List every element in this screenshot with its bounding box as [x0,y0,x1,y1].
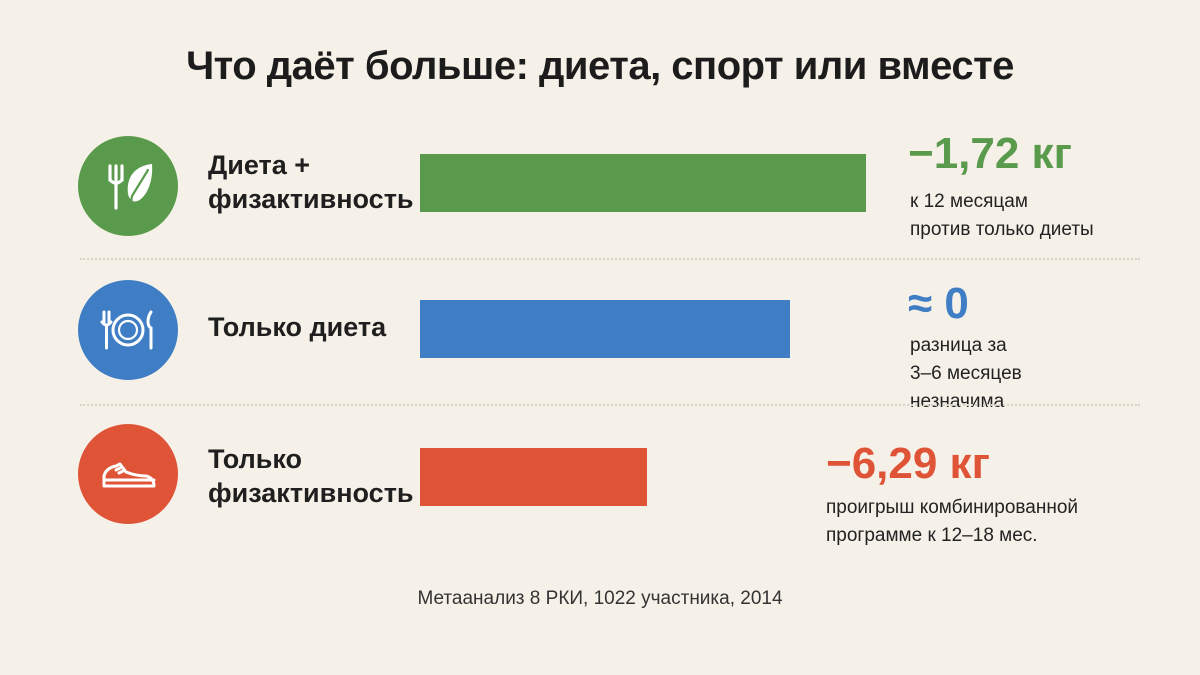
diet-only-icon-badge [78,280,178,380]
row-label: Только физактивность [208,442,414,510]
row-label-line: Только [208,444,303,474]
fork-leaf-icon [108,164,153,210]
diet-activity-icon-badge [78,136,178,236]
note-diet-only: разница за 3–6 месяцев незначима [910,332,1022,416]
value-activity-only: −6,29 кг [826,439,990,488]
bar-activity-only [420,448,647,506]
row-label-line: физактивность [208,478,414,508]
bar-diet-plus-activity [420,154,866,212]
row-label-line: Диета + [208,150,311,180]
chart-title: Что даёт больше: диета, спорт или вместе [186,44,1014,88]
value-diet-plus-activity: −1,72 кг [908,129,1072,178]
source-note: Метаанализ 8 РКИ, 1022 участника, 2014 [417,588,783,609]
note-line: незначима [910,391,1005,412]
note-diet-plus-activity: к 12 месяцам против только диеты [910,188,1094,244]
note-line: программе к 12–18 мес. [826,525,1038,546]
row-label-line: физактивность [208,184,414,214]
note-activity-only: проигрыш комбинированной программе к 12–… [826,494,1078,550]
note-line: 3–6 месяцев [910,363,1022,384]
bar-diet-only [420,300,790,358]
row-divider [80,404,1140,406]
row-label: Только диета [208,310,386,344]
activity-only-icon-badge [78,424,178,524]
note-line: разница за [910,335,1007,356]
row-divider [80,258,1140,260]
note-line: против только диеты [910,219,1094,240]
row-activity-only: Только физактивность −6,29 кг проигрыш к… [0,410,1200,550]
row-label: Диета + физактивность [208,148,414,216]
row-diet-only: Только диета ≈ 0 разница за 3–6 месяцев … [0,262,1200,412]
plate-fork-knife-icon [100,310,153,350]
note-line: к 12 месяцам [910,191,1028,212]
sneaker-icon [102,462,156,488]
row-diet-plus-activity: Диета + физактивность −1,72 кг к 12 меся… [0,114,1200,254]
note-line: проигрыш комбинированной [826,497,1079,518]
value-diet-only: ≈ 0 [908,279,969,328]
row-label-line: Только диета [208,312,387,342]
